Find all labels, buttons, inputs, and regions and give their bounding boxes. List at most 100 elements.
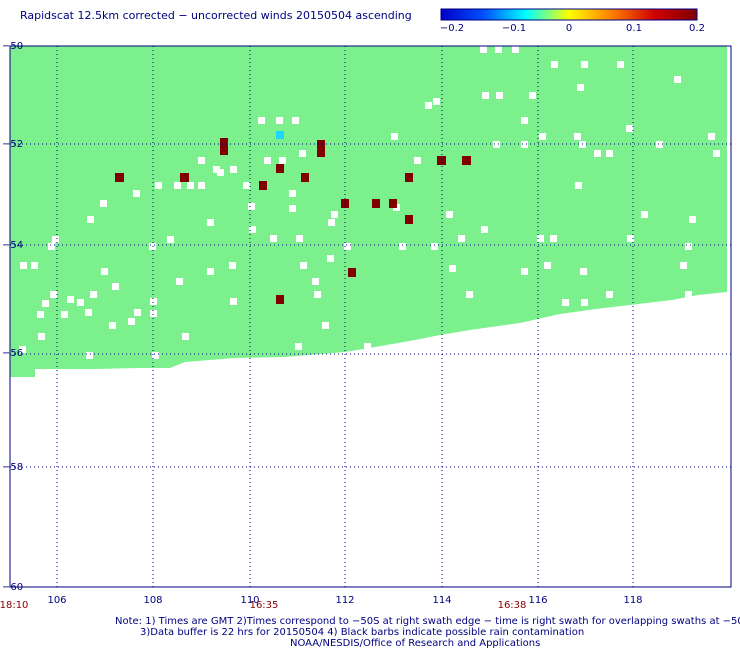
lon-tick: 116 bbox=[528, 595, 547, 606]
missing-cell bbox=[264, 157, 271, 164]
missing-cell bbox=[128, 318, 135, 325]
missing-cell bbox=[449, 265, 456, 272]
missing-cell bbox=[493, 141, 500, 148]
missing-cell bbox=[364, 343, 371, 350]
missing-cell bbox=[279, 157, 286, 164]
missing-cell bbox=[276, 117, 283, 124]
missing-cell bbox=[109, 322, 116, 329]
map-title: Rapidscat 12.5km corrected − uncorrected… bbox=[20, 9, 412, 22]
swath-coverage bbox=[10, 46, 727, 377]
missing-cell bbox=[574, 133, 581, 140]
lat-tick: −58 bbox=[2, 462, 23, 473]
positive-difference-cell bbox=[348, 268, 356, 277]
missing-cell bbox=[581, 61, 588, 68]
missing-cell bbox=[480, 46, 487, 53]
missing-cell bbox=[229, 262, 236, 269]
positive-difference-cell bbox=[372, 199, 380, 208]
missing-cell bbox=[217, 169, 224, 176]
lat-tick: −54 bbox=[2, 240, 23, 251]
missing-cell bbox=[399, 243, 406, 250]
colorbar-tick: 0.2 bbox=[689, 23, 705, 34]
missing-cell bbox=[674, 76, 681, 83]
missing-cell bbox=[512, 46, 519, 53]
missing-data-cells bbox=[19, 46, 720, 359]
time-label: 18:10 bbox=[0, 600, 28, 611]
missing-cell bbox=[680, 262, 687, 269]
missing-cell bbox=[391, 133, 398, 140]
missing-cell bbox=[322, 322, 329, 329]
missing-cell bbox=[112, 283, 119, 290]
missing-cell bbox=[87, 216, 94, 223]
missing-cell bbox=[689, 216, 696, 223]
missing-cell bbox=[213, 166, 220, 173]
missing-cell bbox=[38, 333, 45, 340]
missing-cell bbox=[230, 298, 237, 305]
missing-cell bbox=[575, 182, 582, 189]
positive-difference-cell bbox=[405, 215, 413, 224]
positive-difference-cell bbox=[220, 138, 228, 155]
lon-tick: 114 bbox=[432, 595, 451, 606]
missing-cell bbox=[19, 346, 26, 353]
colorbar-tick: 0.1 bbox=[626, 23, 642, 34]
missing-cell bbox=[296, 235, 303, 242]
missing-cell bbox=[539, 133, 546, 140]
missing-cell bbox=[328, 219, 335, 226]
missing-cell bbox=[207, 268, 214, 275]
missing-cell bbox=[182, 333, 189, 340]
time-label: 16:38 bbox=[498, 600, 527, 611]
missing-cell bbox=[37, 311, 44, 318]
missing-cell bbox=[150, 310, 157, 317]
missing-cell bbox=[198, 157, 205, 164]
footnote-line: NOAA/NESDIS/Office of Research and Appli… bbox=[290, 638, 541, 649]
missing-cell bbox=[198, 182, 205, 189]
lon-tick: 110 bbox=[240, 595, 259, 606]
missing-cell bbox=[133, 190, 140, 197]
missing-cell bbox=[458, 235, 465, 242]
missing-cell bbox=[243, 182, 250, 189]
lat-tick: −60 bbox=[2, 582, 23, 593]
missing-cell bbox=[230, 166, 237, 173]
time-label: 16:35 bbox=[250, 600, 279, 611]
missing-cell bbox=[258, 117, 265, 124]
lat-tick: −50 bbox=[2, 41, 23, 52]
missing-cell bbox=[20, 262, 27, 269]
colorbar-fill bbox=[441, 9, 697, 20]
colorbar-frame bbox=[440, 8, 698, 21]
positive-difference-cell bbox=[276, 164, 284, 173]
positive-difference-cell bbox=[276, 295, 284, 304]
missing-cell bbox=[580, 268, 587, 275]
missing-cell bbox=[551, 61, 558, 68]
missing-cell bbox=[42, 300, 49, 307]
missing-cell bbox=[67, 296, 74, 303]
missing-cell bbox=[594, 150, 601, 157]
missing-cell bbox=[248, 203, 255, 210]
missing-cell bbox=[331, 211, 338, 218]
missing-cell bbox=[466, 291, 473, 298]
lon-tick: 118 bbox=[623, 595, 642, 606]
missing-cell bbox=[627, 235, 634, 242]
missing-cell bbox=[90, 291, 97, 298]
missing-cell bbox=[656, 141, 663, 148]
missing-cell bbox=[544, 262, 551, 269]
missing-cell bbox=[289, 190, 296, 197]
missing-cell bbox=[174, 182, 181, 189]
missing-cell bbox=[685, 243, 692, 250]
missing-cell bbox=[61, 311, 68, 318]
missing-cell bbox=[606, 150, 613, 157]
missing-cell bbox=[52, 236, 59, 243]
positive-difference-cell bbox=[405, 173, 413, 182]
missing-cell bbox=[249, 226, 256, 233]
colorbar-tick: −0.1 bbox=[502, 23, 526, 34]
lat-tick: −52 bbox=[2, 139, 23, 150]
missing-cell bbox=[100, 200, 107, 207]
missing-cell bbox=[521, 268, 528, 275]
missing-cell bbox=[300, 262, 307, 269]
missing-cell bbox=[537, 235, 544, 242]
map-frame bbox=[9, 45, 732, 588]
missing-cell bbox=[327, 255, 334, 262]
missing-cell bbox=[641, 211, 648, 218]
missing-cell bbox=[50, 291, 57, 298]
missing-cell bbox=[606, 291, 613, 298]
missing-cell bbox=[414, 157, 421, 164]
